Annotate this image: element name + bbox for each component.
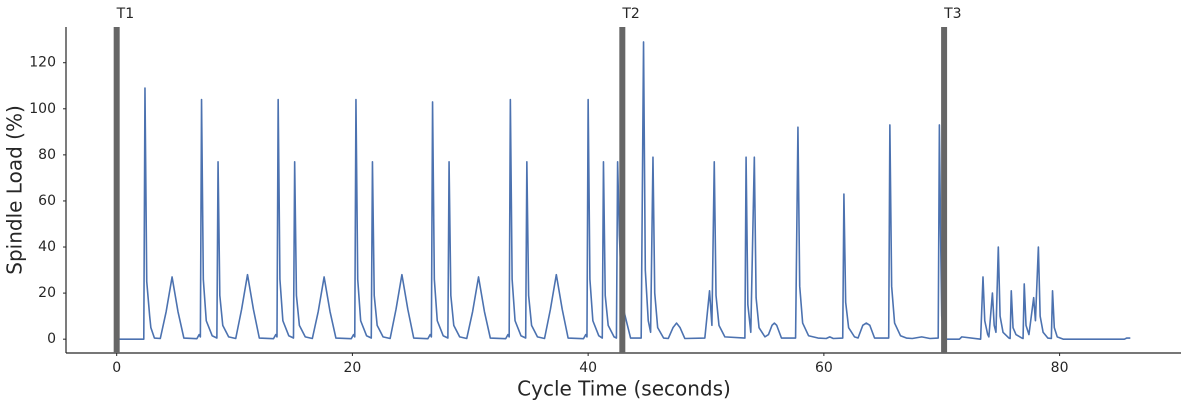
x-tick-label: 0 [112, 360, 121, 376]
x-tick-label: 60 [815, 360, 833, 376]
x-tick-label: 80 [1051, 360, 1069, 376]
y-axis-title: Spindle Load (%) [3, 105, 27, 274]
y-tick-label: 80 [38, 147, 56, 163]
marker-label: T3 [943, 6, 961, 22]
marker-label: T1 [116, 6, 134, 22]
x-tick-label: 20 [343, 360, 361, 376]
marker-label: T2 [621, 6, 639, 22]
y-tick-label: 60 [38, 193, 56, 209]
x-tick-label: 40 [579, 360, 597, 376]
data-line [116, 41, 1131, 340]
y-tick-label: 100 [29, 101, 56, 117]
y-tick-label: 20 [38, 285, 56, 301]
y-tick-label: 120 [29, 55, 56, 71]
x-axis-title: Cycle Time (seconds) [517, 377, 731, 401]
y-tick-label: 0 [47, 331, 56, 347]
y-tick-label: 40 [38, 239, 56, 255]
